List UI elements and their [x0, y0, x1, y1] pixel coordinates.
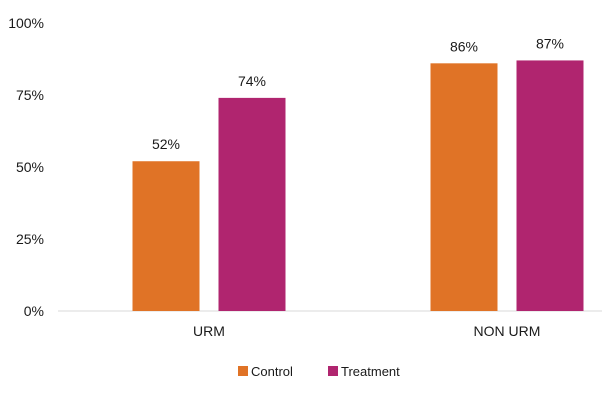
x-category-label: NON URM: [474, 323, 541, 339]
y-tick-label: 50%: [16, 159, 44, 175]
y-tick-label: 75%: [16, 87, 44, 103]
data-label: 86%: [450, 38, 478, 54]
bar-treatment-non-urm: [516, 60, 584, 311]
y-tick-label: 0%: [24, 303, 44, 319]
bar-control-non-urm: [430, 63, 498, 311]
x-category-label: URM: [193, 323, 225, 339]
legend-label-treatment: Treatment: [341, 364, 400, 379]
y-axis: 0% 25% 50% 75% 100%: [8, 15, 44, 319]
y-tick-label: 25%: [16, 231, 44, 247]
data-label: 52%: [152, 136, 180, 152]
legend-swatch-treatment: [328, 366, 338, 376]
legend: Control Treatment: [238, 364, 400, 379]
bars: 52% 74% 86% 87%: [132, 35, 584, 311]
bar-treatment-urm: [218, 97, 286, 311]
data-label: 74%: [238, 73, 266, 89]
legend-swatch-control: [238, 366, 248, 376]
data-label: 87%: [536, 35, 564, 51]
y-tick-label: 100%: [8, 15, 44, 31]
x-axis: URM NON URM: [193, 323, 540, 339]
bar-control-urm: [132, 161, 200, 311]
legend-label-control: Control: [251, 364, 293, 379]
